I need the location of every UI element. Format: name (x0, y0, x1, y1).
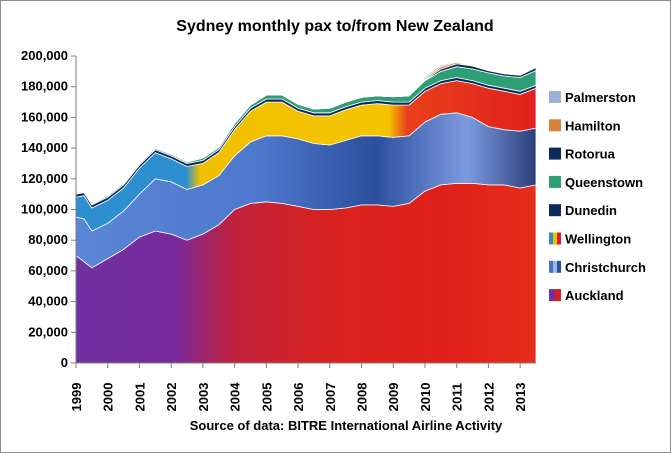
area-palmerston (75, 60, 537, 205)
y-tick-label: 0 (61, 355, 68, 370)
x-tick-label: 2010 (418, 383, 433, 412)
legend-label: Rotorua (565, 147, 616, 162)
x-tick-label: 2008 (355, 383, 370, 412)
legend-swatch (549, 119, 561, 132)
legend-label: Hamilton (565, 118, 621, 133)
legend-item-dunedin: Dunedin (549, 203, 617, 218)
legend-label: Auckland (565, 288, 624, 303)
x-tick-label: 2002 (164, 383, 179, 412)
x-tick-label: 2013 (513, 383, 528, 412)
x-tick-label: 2011 (450, 383, 465, 411)
legend-item-auckland: Auckland (549, 288, 624, 303)
legend-item-palmerston: Palmerston (549, 90, 636, 105)
legend-item-hamilton: Hamilton (549, 118, 621, 133)
axes: 0 20,000 40,000 60,000 80,000 100,000 120,000 1… (21, 48, 536, 411)
legend-swatch (549, 175, 561, 188)
x-tick-label: 2003 (196, 383, 211, 412)
x-tick-label: 2005 (259, 383, 274, 412)
y-tick-label: 20,000 (28, 324, 68, 339)
legend-swatch (549, 91, 561, 103)
legend-label: Wellington (565, 232, 631, 247)
y-tick-label: 180,000 (21, 79, 68, 94)
y-tick-label: 80,000 (28, 232, 68, 247)
y-tick-label: 140,000 (21, 140, 68, 155)
legend-label: Dunedin (565, 203, 617, 218)
x-tick-label: 2004 (228, 382, 243, 412)
legend-item-christchurch: Christchurch (549, 260, 646, 275)
legend-swatch (557, 260, 561, 273)
x-tick-label: 2006 (291, 383, 306, 412)
legend-label: Christchurch (565, 260, 646, 275)
legend: Palmerston Hamilton Rotorua Queenstown Duned… (549, 90, 646, 303)
legend-swatch (553, 260, 557, 273)
y-tick-label: 100,000 (21, 202, 68, 217)
area-layers (75, 60, 537, 364)
x-tick-label: 2007 (323, 383, 338, 412)
y-tick-label: 120,000 (21, 171, 68, 186)
source-note: Source of data: BITRE International Airl… (190, 418, 503, 433)
legend-swatch (555, 289, 561, 302)
x-tick-label: 2001 (132, 383, 147, 412)
legend-swatch (549, 232, 553, 245)
legend-swatch (549, 260, 553, 273)
x-tick-label: 1999 (69, 383, 84, 412)
legend-label: Palmerston (565, 90, 636, 105)
legend-item-rotorua: Rotorua (549, 147, 616, 162)
legend-swatch (549, 289, 555, 302)
y-tick-label: 60,000 (28, 263, 68, 278)
y-tick-label: 160,000 (21, 109, 68, 124)
x-tick-label: 2009 (386, 383, 401, 412)
legend-item-wellington: Wellington (549, 232, 631, 247)
y-tick-label: 40,000 (28, 294, 68, 309)
legend-swatch (549, 147, 561, 160)
y-tick-label: 200,000 (21, 48, 68, 63)
legend-swatch (549, 204, 561, 217)
legend-swatch (557, 232, 561, 245)
chart-title: Sydney monthly pax to/from New Zealand (176, 18, 493, 35)
legend-label: Queenstown (565, 175, 643, 190)
x-tick-label: 2012 (481, 383, 496, 412)
legend-item-queenstown: Queenstown (549, 175, 643, 190)
x-tick-label: 2000 (101, 383, 116, 412)
legend-swatch (553, 232, 557, 245)
